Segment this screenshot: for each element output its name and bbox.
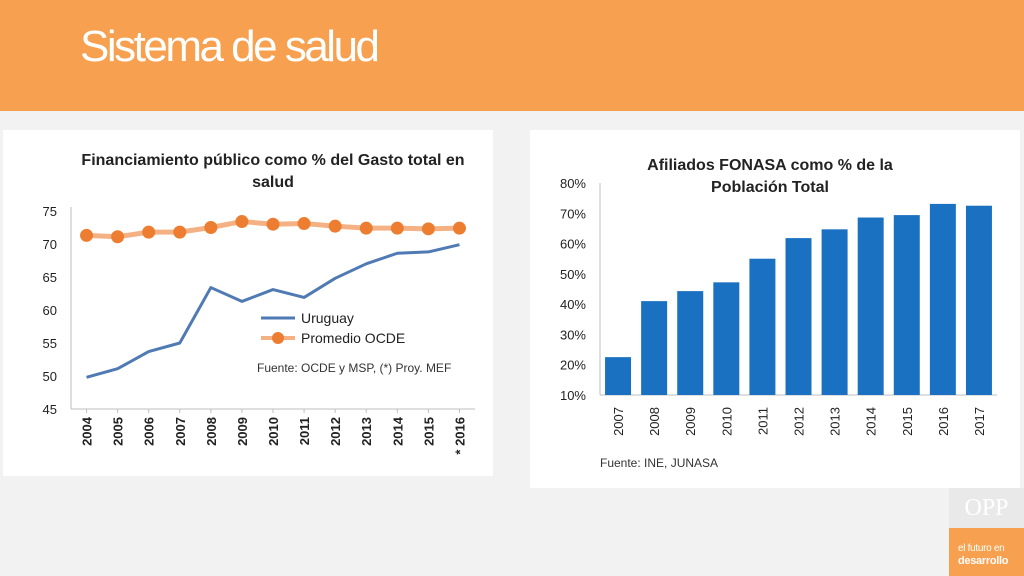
bar-chart-bar-2013 [821,229,848,395]
header-bar: Sistema de salud [0,0,1024,111]
line-chart-x-tick-label: 2013 [359,417,374,446]
bar-chart-x-tick-label: 2015 [900,407,915,436]
bar-chart-y-tick-label: 80% [560,176,586,191]
opp-logo-name: OPP [949,488,1024,528]
bar-chart-bar-2011 [749,258,776,395]
bar-chart-bar-2009 [677,291,704,395]
bar-chart-y-tick-label: 70% [560,206,586,221]
bar-chart-bar-2015 [893,215,920,395]
line-chart-ocde-point [297,217,311,231]
bar-chart-bar-2012 [785,238,812,395]
bar-chart-y-tick-label: 10% [560,388,586,403]
line-chart-x-tick-label: 2006 [142,417,157,446]
line-chart-ocde-point [359,221,373,235]
line-chart-ocde-point [111,230,125,244]
bar-chart-x-tick-label: 2013 [828,407,843,436]
bar-chart-x-tick-label: 2011 [755,407,770,435]
opp-logo: OPP el futuro en desarrollo [949,488,1024,576]
bar-chart-x-tick-label: 2007 [611,407,626,436]
line-chart-ocde-point [452,221,466,235]
bar-chart-y-tick-label: 30% [560,327,586,342]
line-chart-ocde-point [266,217,280,231]
bar-chart-panel: Afiliados FONASA como % de la Población … [530,130,1020,488]
line-chart-ocde-point [173,225,187,239]
line-chart-y-tick-label: 55 [43,336,57,351]
line-chart-y-tick-label: 60 [43,303,57,318]
line-chart-y-tick-label: 45 [43,402,57,417]
opp-logo-tagline: el futuro en desarrollo [949,528,1024,576]
bar-chart-y-tick-label: 40% [560,297,586,312]
line-chart-ocde-point [328,219,342,233]
line-chart-x-tick-label: 2010 [266,417,281,446]
page-title: Sistema de salud [80,22,380,71]
bar-chart-y-tick-label: 20% [560,358,586,373]
bar-chart: 10% 20% 30% 40% 50% 60% 70% 80% 2007 2008 2009 2010… [560,176,997,470]
line-chart-x-tick-label: 2008 [204,417,219,446]
line-chart-x-tick-label: 2014 [390,416,405,446]
line-chart-ocde-point [80,228,94,242]
line-chart-y-tick-label: 75 [43,204,57,219]
line-chart-ocde-point [235,215,249,229]
line-chart: 45 50 55 60 65 70 75 2004 2005 2006 2007 2008 2009 20… [43,204,475,455]
bar-chart-y-tick-label: 50% [560,267,586,282]
line-chart-ocde-point [204,221,218,234]
bar-chart-bar-2016 [929,203,956,395]
line-chart-x-tick-label: 2004 [80,416,95,446]
bar-chart-x-tick-label: 2016 [936,407,951,436]
bar-chart-x-tick-label: 2009 [683,407,698,436]
bar-chart-title: Afiliados FONASA como % de la Población … [647,157,893,196]
line-chart-ocde-point [142,225,156,239]
line-chart-x-tick-label: 2009 [235,417,250,446]
line-chart-y-tick-label: 50 [43,369,57,384]
bar-chart-x-tick-label: 2017 [972,407,987,436]
line-chart-x-tick-label: 2015 [421,417,436,446]
legend-ocde-label: Promedio OCDE [301,330,405,346]
logo-tagline-line1: el futuro en [958,543,1005,554]
line-chart-x-tick-label: 2011 [297,417,312,445]
line-chart-title: Financiamiento público como % del Gasto … [81,152,465,191]
line-chart-ocde-point [421,222,435,236]
line-chart-y-tick-label: 65 [43,270,57,285]
logo-tagline-line2: desarrollo [958,555,1009,567]
bar-chart-x-tick-label: 2008 [647,407,662,436]
bar-chart-x-tick-label: 2012 [792,407,807,436]
legend-ocde-swatch-marker [272,332,284,344]
line-chart-x-tick-label: 2007 [173,417,188,446]
bar-chart-x-tick-label: 2014 [864,407,879,436]
line-chart-source-note: Fuente: OCDE y MSP, (*) Proy. MEF [257,361,451,375]
line-chart-x-tick-label: 2012 [328,417,343,446]
line-chart-x-tick-label: 2005 [111,417,126,446]
line-chart-x-tick-label: * 2016 [452,417,467,455]
bar-chart-y-tick-label: 60% [560,237,586,252]
bar-chart-bar-2007 [605,357,632,395]
bar-chart-bar-2017 [965,205,992,395]
line-chart-panel: Financiamiento público como % del Gasto … [3,130,493,476]
bar-chart-bar-2010 [713,282,740,395]
line-chart-ocde-point [390,221,404,235]
legend-uruguay-label: Uruguay [301,310,354,326]
line-chart-series-uruguay-line [86,243,460,379]
bar-chart-source-note: Fuente: INE, JUNASA [600,456,718,470]
bar-chart-x-tick-label: 2010 [719,407,734,436]
bar-chart-bar-2014 [857,217,884,395]
bar-chart-bar-2008 [641,301,668,395]
line-chart-y-tick-label: 70 [43,237,57,252]
